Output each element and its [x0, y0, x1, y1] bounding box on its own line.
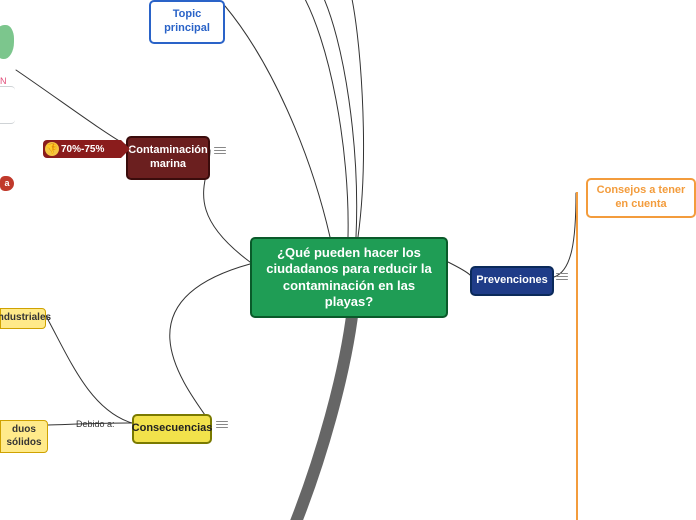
percentage-label: 70%-75% — [61, 144, 104, 155]
tag-red-label: a — [5, 178, 10, 189]
notes-icon[interactable] — [556, 270, 568, 282]
percentage-pill: 👎 70%-75% — [43, 140, 121, 158]
decorative-blob — [0, 25, 14, 59]
node-contaminacion-marina-label: Contaminación marina — [128, 144, 207, 172]
consejos-stem — [576, 192, 578, 520]
thumbs-icon: 👎 — [45, 142, 59, 156]
tag-residuos[interactable]: duos sólidos — [0, 420, 48, 453]
node-topic-principal[interactable]: Topic principal — [149, 0, 225, 44]
notes-icon[interactable] — [216, 418, 228, 430]
node-topic-principal-label: Topic principal — [161, 8, 213, 36]
central-topic-label: ¿Qué pueden hacer los ciudadanos para re… — [262, 245, 436, 310]
tag-red-partial[interactable]: a — [0, 176, 14, 191]
notes-icon[interactable] — [214, 144, 226, 156]
caption-n: N — [0, 76, 7, 86]
node-prevenciones-label: Prevenciones — [476, 274, 548, 288]
node-contaminacion-marina[interactable]: Contaminación marina — [126, 136, 210, 180]
tag-industriales[interactable]: Industriales — [0, 308, 46, 329]
node-prevenciones[interactable]: Prevenciones — [470, 266, 554, 296]
node-consejos-label: Consejos a tener en cuenta — [596, 184, 686, 212]
node-consecuencias-label: Consecuencias — [132, 422, 213, 436]
central-topic[interactable]: ¿Qué pueden hacer los ciudadanos para re… — [250, 237, 448, 318]
partial-panel — [0, 86, 15, 124]
mindmap-canvas: N ¿Qué pueden hacer los ciudadanos para … — [0, 0, 696, 520]
tag-residuos-label: duos sólidos — [7, 424, 42, 449]
node-consejos[interactable]: Consejos a tener en cuenta — [586, 178, 696, 218]
tag-industriales-label: Industriales — [0, 312, 51, 325]
edge-label-debido-a: Debido a: — [76, 419, 115, 429]
node-consecuencias[interactable]: Consecuencias — [132, 414, 212, 444]
